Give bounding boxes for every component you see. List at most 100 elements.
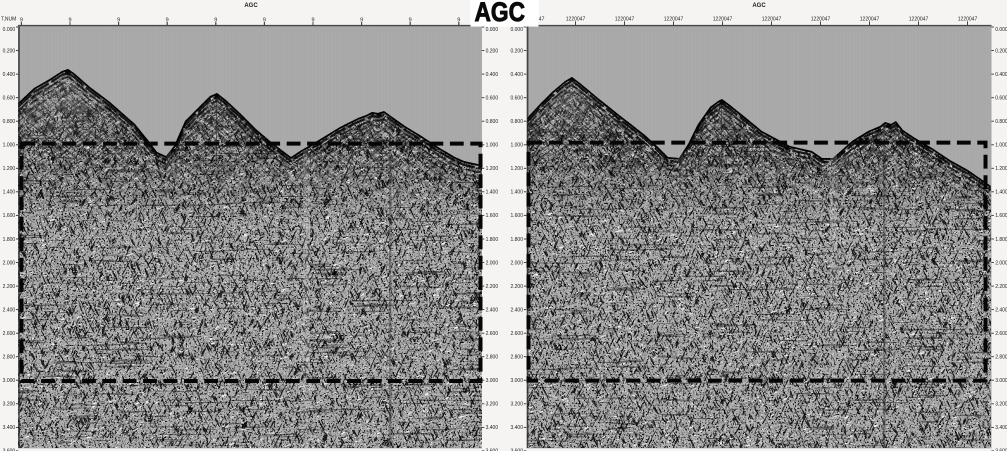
svg-text:1220047: 1220047 [811,16,831,22]
svg-text:3.400: 3.400 [3,425,16,431]
svg-text:1.400: 1.400 [510,190,523,196]
svg-text:2.400: 2.400 [3,307,16,313]
svg-text:0.200: 0.200 [486,48,499,54]
svg-text:1220047: 1220047 [909,16,929,22]
svg-text:1.000: 1.000 [995,143,1007,149]
svg-text:1.600: 1.600 [510,213,523,219]
svg-text:2.000: 2.000 [510,260,523,266]
svg-text:3.600: 3.600 [486,449,499,451]
svg-text:2.800: 2.800 [995,355,1007,361]
svg-text:0.400: 0.400 [3,72,16,78]
svg-text:2.800: 2.800 [510,355,523,361]
svg-text:2.800: 2.800 [486,355,499,361]
svg-text:2.200: 2.200 [486,284,499,290]
svg-text:3.600: 3.600 [510,449,523,451]
svg-text:0.600: 0.600 [486,96,499,102]
svg-text:9: 9 [263,17,266,23]
svg-text:1.800: 1.800 [995,237,1007,243]
svg-text:3.200: 3.200 [510,402,523,408]
svg-text:1.200: 1.200 [995,166,1007,172]
svg-text:2.200: 2.200 [995,284,1007,290]
svg-text:9: 9 [409,17,412,23]
svg-text:3.200: 3.200 [486,402,499,408]
svg-text:1.800: 1.800 [3,237,16,243]
svg-text:2.800: 2.800 [3,355,16,361]
svg-text:3.000: 3.000 [995,378,1007,384]
svg-text:AGC: AGC [475,0,526,27]
svg-text:0.200: 0.200 [510,48,523,54]
svg-text:2.200: 2.200 [510,284,523,290]
svg-text:AGC: AGC [752,3,766,9]
svg-text:2.600: 2.600 [3,331,16,337]
svg-text:9: 9 [20,17,23,23]
svg-text:2.000: 2.000 [995,260,1007,266]
svg-text:9: 9 [360,17,363,23]
svg-text:2.200: 2.200 [3,284,16,290]
svg-text:0.800: 0.800 [510,119,523,125]
svg-text:3.000: 3.000 [486,378,499,384]
svg-text:2.000: 2.000 [3,260,16,266]
svg-text:9: 9 [457,17,460,23]
svg-text:9: 9 [214,17,217,23]
svg-text:3.600: 3.600 [995,449,1007,451]
svg-text:2.600: 2.600 [510,331,523,337]
svg-text:1220047: 1220047 [958,16,978,22]
svg-text:1.200: 1.200 [510,166,523,172]
svg-text:3.200: 3.200 [995,402,1007,408]
svg-text:1.000: 1.000 [510,143,523,149]
svg-text:0.800: 0.800 [486,119,499,125]
svg-text:1.200: 1.200 [3,166,16,172]
svg-text:9: 9 [68,17,71,23]
svg-text:1220047: 1220047 [664,16,684,22]
svg-text:9: 9 [166,17,169,23]
svg-text:0.000: 0.000 [486,27,499,33]
svg-text:1.800: 1.800 [510,237,523,243]
svg-text:1.400: 1.400 [3,190,16,196]
svg-text:1.800: 1.800 [486,237,499,243]
svg-text:3.400: 3.400 [510,425,523,431]
svg-text:3.200: 3.200 [3,402,16,408]
svg-text:0.400: 0.400 [486,72,499,78]
svg-text:1.400: 1.400 [486,190,499,196]
svg-text:2.400: 2.400 [995,307,1007,313]
svg-text:2.600: 2.600 [486,331,499,337]
svg-text:T,NUM: T,NUM [1,17,16,23]
svg-text:3.400: 3.400 [995,425,1007,431]
svg-text:3.000: 3.000 [510,378,523,384]
svg-text:1.400: 1.400 [995,190,1007,196]
svg-text:2.400: 2.400 [510,307,523,313]
svg-text:1220047: 1220047 [615,16,635,22]
svg-text:0.600: 0.600 [995,96,1007,102]
svg-text:0.400: 0.400 [510,72,523,78]
svg-text:0.000: 0.000 [3,27,16,33]
svg-text:1.000: 1.000 [3,143,16,149]
svg-text:47: 47 [539,16,545,22]
svg-text:2.600: 2.600 [995,331,1007,337]
svg-text:1.200: 1.200 [486,166,499,172]
svg-text:0.200: 0.200 [995,48,1007,54]
svg-text:2.000: 2.000 [486,260,499,266]
svg-text:0.600: 0.600 [3,96,16,102]
svg-text:1.600: 1.600 [3,213,16,219]
svg-text:0.600: 0.600 [510,96,523,102]
svg-text:2.400: 2.400 [486,307,499,313]
svg-text:0.800: 0.800 [995,119,1007,125]
svg-text:1220047: 1220047 [566,16,586,22]
svg-text:0.200: 0.200 [3,48,16,54]
svg-text:1220047: 1220047 [860,16,880,22]
svg-text:0.800: 0.800 [3,119,16,125]
svg-text:1220047: 1220047 [713,16,733,22]
svg-text:9: 9 [117,17,120,23]
svg-text:3.400: 3.400 [486,425,499,431]
svg-text:AGC: AGC [244,3,258,9]
svg-text:3.600: 3.600 [3,449,16,451]
svg-text:1.000: 1.000 [486,143,499,149]
svg-text:0.000: 0.000 [995,27,1007,33]
svg-text:0.000: 0.000 [510,27,523,33]
svg-text:0.400: 0.400 [995,72,1007,78]
svg-text:1.600: 1.600 [486,213,499,219]
svg-text:1.600: 1.600 [995,213,1007,219]
svg-text:1220047: 1220047 [762,16,782,22]
svg-text:3.000: 3.000 [3,378,16,384]
svg-text:9: 9 [311,17,314,23]
